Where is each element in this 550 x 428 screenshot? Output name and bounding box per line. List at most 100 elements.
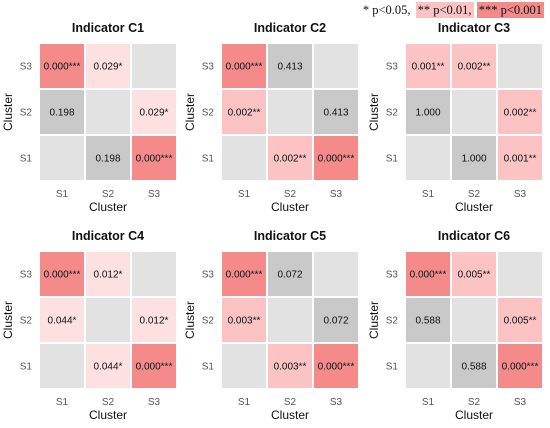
heatmap-panel: Indicator C2 0.000*** 0.413 0.002** 0.413 0.0… [183,21,358,214]
chart-title: Indicator C6 [438,229,510,243]
x-tick-label: S2 [102,397,115,408]
heatmap-cell [132,44,176,88]
x-axis-title: Cluster [271,408,309,422]
significance-legend: * p<0.05, ** p<0.01, *** p<0.001 [360,2,544,18]
x-tick-label: S1 [238,397,251,408]
x-axis-title: Cluster [89,408,127,422]
cell-label: 0.588 [461,362,486,373]
cell-label: 0.044* [94,362,123,373]
cell-label: 0.012* [94,270,123,281]
y-tick-label: S1 [386,154,399,165]
y-tick-label: S1 [202,154,215,165]
heatmap-cell [40,298,84,342]
heatmap-cell [452,44,496,88]
x-tick-label: S2 [468,397,481,408]
cell-label: 0.005** [504,316,537,327]
heatmap-cell [222,252,266,296]
y-tick-label: S3 [20,270,33,281]
cell-label: 0.000*** [136,362,173,373]
heatmap-cell [86,298,130,342]
heatmap-cell [40,344,84,388]
heatmap-cell [314,136,358,180]
x-tick-label: S2 [468,189,481,200]
x-tick-label: S1 [56,397,69,408]
x-tick-label: S1 [422,189,435,200]
heatmap-cell [406,136,450,180]
cell-label: 0.413 [323,108,348,119]
cell-label: 0.002** [274,154,307,165]
heatmap-cell [406,298,450,342]
x-tick-label: S3 [148,189,161,200]
x-tick-label: S3 [330,397,343,408]
heatmap-cell [498,44,542,88]
y-tick-label: S2 [386,108,399,119]
heatmap-cell [314,252,358,296]
cell-label: 0.000*** [44,270,81,281]
cell-label: 0.072 [323,316,348,327]
cell-label: 0.000*** [410,270,447,281]
cell-label: 0.005** [458,270,491,281]
chart-title: Indicator C5 [254,229,326,243]
heatmap-cell [86,90,130,134]
heatmap-cell [222,298,266,342]
y-tick-label: S1 [20,362,33,373]
heatmap-cell [268,344,312,388]
x-tick-label: S2 [284,189,297,200]
cell-label: 0.198 [95,154,120,165]
heatmap-cell [314,298,358,342]
heatmap-cell [222,344,266,388]
cell-label: 0.012* [140,316,169,327]
y-tick-label: S1 [20,154,33,165]
y-tick-label: S2 [386,316,399,327]
y-tick-label: S3 [202,270,215,281]
x-tick-label: S1 [422,397,435,408]
heatmap-panel: Indicator C5 0.000*** 0.072 0.003** 0.072 0.0… [183,229,358,422]
heatmap-cell [132,136,176,180]
y-axis-title: Cluster [1,301,15,339]
cell-label: 0.000*** [136,154,173,165]
y-axis-title: Cluster [183,301,197,339]
cell-label: 0.002** [228,108,261,119]
heatmap-cell [268,252,312,296]
y-tick-label: S3 [202,62,215,73]
cell-label: 0.029* [94,62,123,73]
cell-label: 0.588 [415,316,440,327]
y-axis-title: Cluster [367,93,381,131]
chart-title: Indicator C3 [438,21,510,35]
heatmap-panel: Indicator C1 0.000*** 0.029* 0.198 0.029* 0.1… [1,21,176,214]
y-tick-label: S3 [386,62,399,73]
heatmap-cell [268,44,312,88]
cell-label: 0.000*** [318,362,355,373]
heatmap-cell [314,344,358,388]
cell-label: 0.003** [274,362,307,373]
legend-item-p005: * p<0.05, [360,2,413,18]
heatmap-panel: Indicator C6 0.000*** 0.005** 0.588 0.005** 0… [367,229,542,422]
heatmap-cell [132,344,176,388]
heatmap-cell [452,344,496,388]
heatmap-cell [86,252,130,296]
x-tick-label: S2 [284,397,297,408]
heatmap-cell [498,298,542,342]
heatmap-cell [498,136,542,180]
x-tick-label: S3 [330,189,343,200]
y-tick-label: S3 [386,270,399,281]
legend-item-p0001: *** p<0.001 [476,2,544,18]
cell-label: 1.000 [415,108,440,119]
chart-title: Indicator C4 [72,229,144,243]
cell-label: 1.000 [461,154,486,165]
cell-label: 0.002** [504,108,537,119]
heatmap-cell [406,44,450,88]
y-tick-label: S2 [202,108,215,119]
y-tick-label: S2 [202,316,215,327]
x-axis-title: Cluster [89,200,127,214]
cell-label: 0.000*** [318,154,355,165]
x-axis-title: Cluster [271,200,309,214]
y-axis-title: Cluster [1,93,15,131]
x-tick-label: S1 [238,189,251,200]
heatmap-cell [498,344,542,388]
heatmap-cell [406,90,450,134]
heatmap-cell [132,90,176,134]
cell-label: 0.003** [228,316,261,327]
cell-label: 0.002** [458,62,491,73]
chart-title: Indicator C1 [72,21,144,35]
